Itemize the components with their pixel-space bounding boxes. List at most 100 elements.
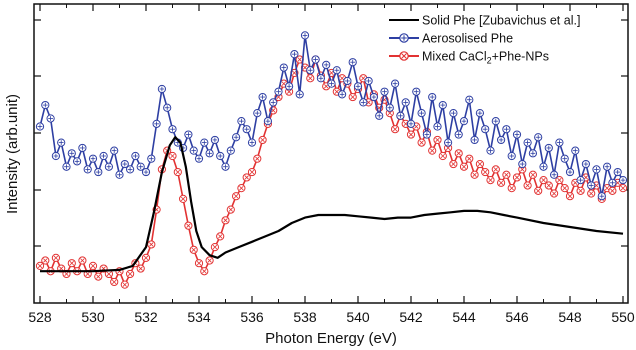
data-point-1-43 (263, 117, 272, 126)
data-point-1-3 (51, 151, 61, 161)
data-point-2-67 (391, 125, 400, 134)
data-point-2-21 (147, 240, 156, 249)
x-tick-label-532: 532 (134, 309, 158, 325)
data-point-1-51 (306, 66, 315, 75)
data-point-2-10 (88, 261, 98, 270)
x-axis: 528 530 532 534 536 538 540 542 544 546 548 550 (28, 4, 635, 325)
data-point-1-28 (184, 130, 193, 139)
data-point-1-106 (597, 192, 606, 201)
data-point-1-5 (62, 162, 71, 171)
data-point-2-80 (459, 162, 469, 171)
x-tick-label-528: 528 (28, 309, 52, 325)
data-point-1-89 (507, 151, 516, 161)
data-point-1-37 (232, 133, 241, 142)
data-point-1-20 (141, 167, 151, 177)
data-point-1-65 (380, 87, 389, 96)
data-point-1-6 (67, 149, 76, 158)
data-point-1-101 (571, 146, 580, 155)
data-point-1-53 (316, 74, 325, 83)
data-point-2-34 (216, 232, 225, 241)
legend-label-mixed-cacl2: Mixed CaCl2+Phe-NPs (422, 50, 549, 66)
data-point-2-87 (497, 178, 506, 187)
data-point-2-74 (428, 146, 437, 155)
y-axis-ticks (34, 19, 628, 247)
data-point-1-13 (104, 162, 114, 171)
data-point-1-100 (565, 167, 575, 177)
data-point-1-108 (608, 178, 617, 187)
data-point-2-31 (200, 267, 209, 276)
data-point-1-33 (210, 135, 219, 145)
data-point-1-86 (491, 117, 500, 126)
data-point-1-7 (73, 157, 82, 166)
data-point-2-0 (35, 261, 45, 270)
data-point-2-37 (232, 192, 241, 201)
data-point-2-76 (438, 151, 447, 161)
data-point-1-64 (375, 111, 384, 120)
data-point-1-22 (152, 119, 161, 128)
data-point-1-52 (311, 55, 320, 64)
data-point-1-77 (444, 138, 453, 147)
data-point-1-38 (237, 117, 246, 126)
data-point-1-29 (189, 146, 198, 155)
data-point-1-56 (332, 66, 341, 75)
data-point-1-47 (285, 82, 294, 91)
data-point-1-41 (253, 109, 262, 118)
data-point-1-78 (449, 109, 458, 118)
series-1 (35, 31, 628, 201)
data-point-2-27 (179, 194, 188, 203)
data-point-1-11 (94, 167, 103, 177)
data-point-1-66 (385, 103, 394, 112)
data-point-2-29 (189, 245, 198, 254)
data-point-1-73 (422, 130, 431, 139)
data-point-2-39 (242, 173, 251, 182)
data-point-1-40 (247, 138, 257, 147)
data-point-2-89 (507, 184, 516, 193)
data-point-2-95 (539, 176, 548, 185)
x-tick-label-540: 540 (346, 309, 370, 325)
data-point-1-71 (412, 87, 421, 96)
data-point-2-96 (544, 181, 553, 190)
x-tick-label-542: 542 (399, 309, 423, 325)
data-point-2-85 (486, 176, 495, 185)
data-point-1-104 (587, 181, 596, 190)
data-point-2-6 (67, 259, 76, 268)
data-point-1-49 (295, 90, 304, 99)
data-point-1-85 (486, 146, 495, 155)
x-tick-label-544: 544 (452, 309, 476, 325)
data-point-1-72 (417, 109, 426, 118)
data-point-1-92 (523, 138, 532, 147)
data-point-2-104 (587, 189, 596, 198)
y-axis-title: Intensity (arb.unit) (4, 94, 21, 214)
data-point-1-24 (163, 103, 172, 112)
data-point-2-75 (433, 135, 442, 145)
x-axis-title: Photon Energy (eV) (265, 330, 397, 347)
data-point-1-12 (99, 151, 108, 161)
data-point-1-75 (433, 122, 442, 131)
data-point-1-82 (470, 135, 479, 145)
data-point-1-55 (327, 79, 336, 88)
data-point-1-74 (428, 92, 437, 102)
data-point-2-40 (247, 167, 257, 177)
data-point-2-26 (173, 167, 182, 177)
data-point-1-21 (147, 154, 156, 163)
x-tick-label-536: 536 (240, 309, 264, 325)
data-point-2-70 (406, 130, 416, 139)
data-point-1-35 (221, 162, 230, 171)
data-point-1-42 (258, 92, 267, 102)
x-tick-label-546: 546 (505, 309, 529, 325)
x-tick-label-530: 530 (81, 309, 105, 325)
data-point-1-45 (274, 87, 283, 96)
data-point-1-76 (438, 100, 447, 110)
data-point-1-58 (343, 76, 352, 86)
x-tick-label-550: 550 (611, 309, 635, 325)
data-point-2-41 (253, 154, 262, 163)
data-point-2-79 (454, 149, 463, 158)
data-point-1-110 (618, 176, 628, 185)
data-point-2-102 (576, 186, 585, 195)
data-point-1-79 (454, 130, 463, 139)
data-point-2-20 (141, 253, 151, 262)
data-point-1-70 (406, 119, 416, 128)
data-point-1-107 (603, 162, 612, 171)
data-point-2-42 (258, 135, 267, 145)
data-point-2-100 (565, 192, 575, 201)
